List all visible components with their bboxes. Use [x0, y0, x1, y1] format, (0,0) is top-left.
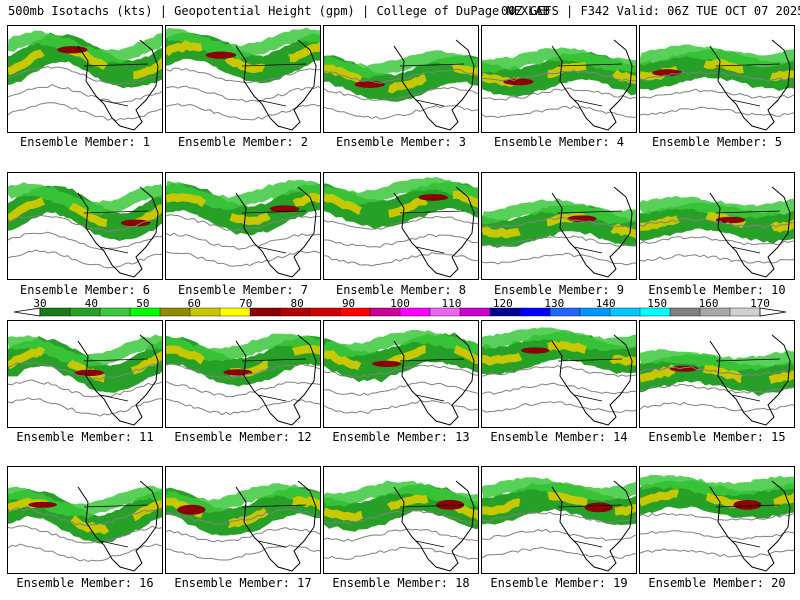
ensemble-member-label: Ensemble Member: 20 [648, 576, 786, 590]
ensemble-member-label: Ensemble Member: 15 [648, 430, 786, 444]
ensemble-member-label: Ensemble Member: 16 [16, 576, 154, 590]
header-title: 500mb Isotachs (kts) | Geopotential Heig… [8, 4, 550, 18]
ensemble-member-map [323, 466, 479, 574]
ensemble-member-label: Ensemble Member: 8 [335, 283, 467, 297]
ensemble-member-label: Ensemble Member: 5 [651, 135, 783, 149]
colorbar-swatch [459, 307, 491, 317]
ensemble-member-map [165, 172, 321, 280]
colorbar-tick-label: 80 [290, 297, 304, 310]
colorbar-tick-label: 90 [341, 297, 356, 310]
ensemble-member-label: Ensemble Member: 11 [16, 430, 154, 444]
ensemble-member-map [481, 466, 637, 574]
colorbar-tick-label: 160 [698, 297, 719, 310]
colorbar-tick-label: 120 [492, 297, 513, 310]
colorbar-swatch [99, 307, 131, 317]
ensemble-member-map [7, 320, 163, 428]
colorbar-tick-label: 130 [544, 297, 565, 310]
ensemble-member-label: Ensemble Member: 1 [19, 135, 151, 149]
ensemble-member-map [165, 320, 321, 428]
colorbar-tick-label: 30 [33, 297, 47, 310]
ensemble-member-map [7, 466, 163, 574]
header-valid-time: 00Z GEFS | F342 Valid: 06Z TUE OCT 07 20… [501, 4, 800, 18]
colorbar-tick-label: 70 [239, 297, 253, 310]
ensemble-member-map [639, 466, 795, 574]
ensemble-member-map [481, 320, 637, 428]
ensemble-member-map [481, 25, 637, 133]
ensemble-member-map [7, 172, 163, 280]
ensemble-member-map [7, 25, 163, 133]
colorbar-tick-label: 40 [84, 297, 99, 310]
colorbar-tick-label: 110 [441, 297, 462, 310]
ensemble-member-label: Ensemble Member: 13 [332, 430, 470, 444]
ensemble-member-label: Ensemble Member: 19 [490, 576, 628, 590]
colorbar-swatch [669, 307, 701, 317]
colorbar-swatch [249, 307, 281, 317]
ensemble-member-map [639, 25, 795, 133]
ensemble-member-label: Ensemble Member: 10 [648, 283, 786, 297]
ensemble-member-map [323, 25, 479, 133]
colorbar-tick-label: 50 [136, 297, 150, 310]
ensemble-member-label: Ensemble Member: 12 [174, 430, 312, 444]
colorbar-max-arrow [759, 307, 787, 317]
ensemble-member-map [165, 466, 321, 574]
ensemble-member-map [165, 25, 321, 133]
ensemble-member-map [639, 320, 795, 428]
ensemble-member-label: Ensemble Member: 2 [177, 135, 309, 149]
ensemble-member-label: Ensemble Member: 7 [177, 283, 309, 297]
colorbar [13, 307, 787, 317]
ensemble-member-label: Ensemble Member: 6 [19, 283, 151, 297]
colorbar-tick-label: 140 [595, 297, 616, 310]
ensemble-member-map [323, 320, 479, 428]
ensemble-member-label: Ensemble Member: 4 [493, 135, 625, 149]
ensemble-member-map [323, 172, 479, 280]
ensemble-member-label: Ensemble Member: 18 [332, 576, 470, 590]
ensemble-member-map [639, 172, 795, 280]
ensemble-member-map [481, 172, 637, 280]
ensemble-member-label: Ensemble Member: 3 [335, 135, 467, 149]
ensemble-member-label: Ensemble Member: 9 [493, 283, 625, 297]
colorbar-tick-label: 100 [390, 297, 410, 310]
ensemble-member-label: Ensemble Member: 17 [174, 576, 312, 590]
colorbar-swatch [309, 307, 341, 317]
ensemble-member-label: Ensemble Member: 14 [490, 430, 628, 444]
colorbar-tick-label: 60 [187, 297, 201, 310]
colorbar-tick-label: 150 [647, 297, 668, 310]
colorbar-tick-label: 170 [750, 297, 770, 310]
colorbar-swatch [159, 307, 191, 317]
